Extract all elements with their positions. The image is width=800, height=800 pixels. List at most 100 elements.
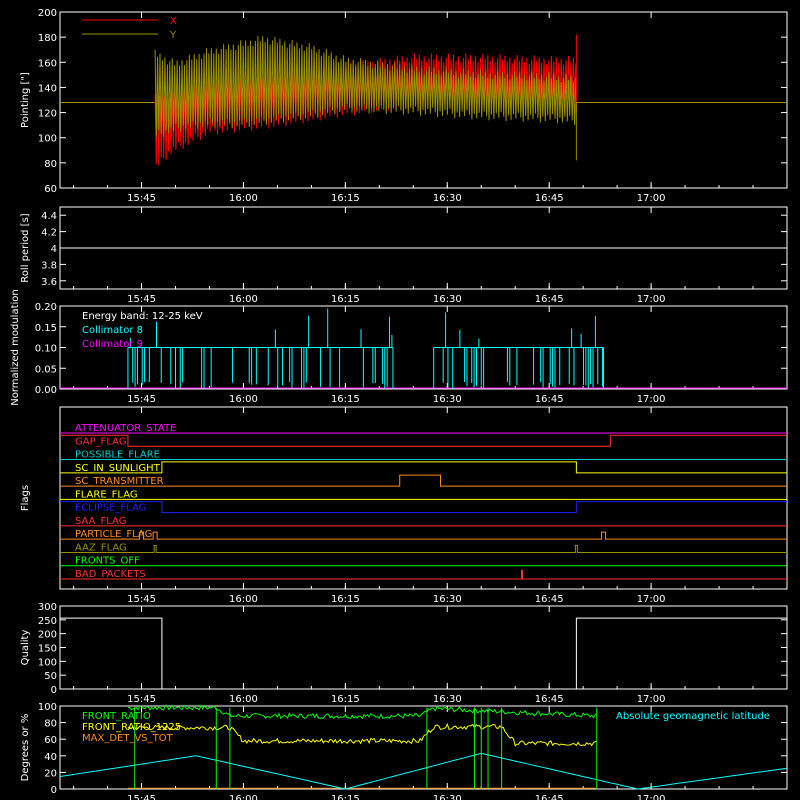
modulation-ytick-label: 0.00 (35, 385, 57, 396)
flags-xtick-label: 16:00 (229, 594, 258, 605)
pointing-ytick-label: 120 (38, 109, 57, 120)
modulation-annotation: Energy band: 12-25 keV (82, 311, 203, 322)
ratios-xtick-label: 16:15 (331, 794, 360, 800)
pointing-frame (59, 11, 788, 189)
ratios-legend-1: FRONT_RATIO_1225 (82, 722, 181, 733)
quality-xtick-label: 17:00 (637, 694, 666, 705)
ratios-ytick-label: 100 (38, 702, 57, 713)
roll-ytick-label: 3.6 (41, 277, 57, 288)
quality-ytick-label: 100 (38, 657, 57, 668)
ratios-series-1 (127, 722, 597, 747)
ratios-series-3 (59, 752, 788, 790)
flag-line-aaz-flag (60, 544, 787, 553)
ratios-xtick-label: 16:30 (433, 794, 462, 800)
flags-xtick-label: 15:45 (127, 594, 156, 605)
flag-label-fronts-off: FRONTS_OFF (75, 556, 140, 567)
ratios-xtick-label: 16:45 (535, 794, 564, 800)
flag-label-saa-flag: SAA_FLAG (75, 516, 126, 527)
quality-line (60, 617, 787, 690)
quality-xtick-label: 16:45 (535, 694, 564, 705)
flag-label-aaz-flag: AAZ_FLAG (75, 542, 127, 553)
ratios-ytick-label: 0 (51, 785, 57, 796)
ratios-legend-2: MAX_DET_VS_TOT (82, 733, 174, 744)
pointing-xtick-label: 16:45 (535, 193, 564, 204)
pointing-ytick-label: 160 (38, 58, 57, 69)
ratios-xtick-label: 15:45 (127, 794, 156, 800)
flags-ylabel: Flags (20, 485, 31, 511)
modulation-ytick-label: 0.20 (35, 302, 57, 313)
pointing-ytick-label: 80 (44, 159, 57, 170)
flag-line-sc-transmitter (60, 474, 787, 487)
pointing-legend-label: Y (169, 30, 177, 41)
roll-ytick-label: 3.8 (41, 260, 57, 271)
flag-label-bad-packets: BAD_PACKETS (75, 569, 146, 580)
modulation-xtick-label: 16:00 (229, 394, 258, 405)
pointing-series-y (154, 36, 577, 138)
roll-ytick-label: 4 (51, 244, 57, 255)
quality-ytick-label: 300 (38, 602, 57, 613)
pointing-legend-label: X (170, 16, 177, 27)
pointing-xtick-label: 15:45 (127, 193, 156, 204)
quality-xtick-label: 15:45 (127, 694, 156, 705)
ratios-ytick-label: 80 (44, 719, 57, 730)
flags-xtick-label: 17:00 (637, 594, 666, 605)
quality-ytick-label: 150 (38, 644, 57, 655)
quality-xtick-label: 16:30 (433, 694, 462, 705)
roll-xtick-label: 17:00 (637, 294, 666, 305)
modulation-xtick-label: 16:45 (535, 394, 564, 405)
quality-ytick-label: 250 (38, 616, 57, 627)
pointing-ytick-label: 60 (44, 184, 57, 195)
quality-ylabel: Quality (20, 630, 31, 666)
ratios-annotation: Absolute geomagnetic latitude (616, 711, 770, 722)
ratios-ytick-label: 60 (44, 735, 57, 746)
pointing-xtick-label: 16:00 (229, 193, 258, 204)
pointing-ylabel: Pointing ["] (20, 72, 31, 128)
roll-xtick-label: 16:15 (331, 294, 360, 305)
flags-xtick-label: 16:30 (433, 594, 462, 605)
modulation-ytick-label: 0.10 (35, 344, 57, 355)
pointing-xtick-label: 16:30 (433, 193, 462, 204)
flag-line-sc-in-sunlight (60, 461, 787, 474)
flags-xtick-label: 16:15 (331, 594, 360, 605)
flag-label-sc-in-sunlight: SC_IN_SUNLIGHT (75, 463, 161, 474)
flag-label-eclipse-flag: ECLIPSE_FLAG (75, 503, 146, 514)
ratios-legend-0: FRONT_RATIO (82, 711, 151, 722)
quality-ytick-label: 200 (38, 630, 57, 641)
flag-label-attenuator-state: ATTENUATOR_STATE (75, 423, 176, 434)
quality-ytick-label: 50 (44, 671, 57, 682)
flag-label-flare-flag: FLARE_FLAG (75, 489, 138, 500)
flag-label-gap-flag: GAP_FLAG (75, 436, 127, 447)
flag-line-gap-flag (60, 434, 787, 447)
roll-xtick-label: 16:45 (535, 294, 564, 305)
roll-ytick-label: 4.4 (41, 211, 57, 222)
ratios-ytick-label: 40 (44, 752, 57, 763)
pointing-ytick-label: 100 (38, 134, 57, 145)
quality-xtick-label: 16:00 (229, 694, 258, 705)
modulation-ylabel: Normalized modulation (10, 289, 21, 406)
roll-xtick-label: 16:00 (229, 294, 258, 305)
flag-label-particle-flag: PARTICLE_FLAG (75, 529, 152, 540)
quality-ytick-label: 0 (51, 685, 57, 696)
flags-frame (59, 406, 788, 590)
roll-xtick-label: 15:45 (127, 294, 156, 305)
pointing-xtick-label: 16:15 (331, 193, 360, 204)
ratios-xtick-label: 17:00 (637, 794, 666, 800)
ratios-ylabel: Degrees or % (20, 714, 31, 782)
roll-xtick-label: 16:30 (433, 294, 462, 305)
ratios-frame (59, 705, 788, 790)
modulation-xtick-label: 16:15 (331, 394, 360, 405)
pointing-ytick-label: 180 (38, 33, 57, 44)
pointing-ytick-label: 140 (38, 83, 57, 94)
modulation-ytick-label: 0.15 (35, 323, 57, 334)
modulation-xtick-label: 16:30 (433, 394, 462, 405)
roll-ytick-label: 4.2 (41, 228, 57, 239)
flag-line-particle-flag (60, 531, 787, 540)
modulation-xtick-label: 15:45 (127, 394, 156, 405)
pointing-xtick-label: 17:00 (637, 193, 666, 204)
flag-line-eclipse-flag (60, 501, 787, 514)
ratios-xtick-label: 16:00 (229, 794, 258, 800)
modulation-legend-9: Collimator 9 (82, 339, 143, 350)
modulation-legend-8: Collimator 8 (82, 325, 143, 336)
modulation-xtick-label: 17:00 (637, 394, 666, 405)
